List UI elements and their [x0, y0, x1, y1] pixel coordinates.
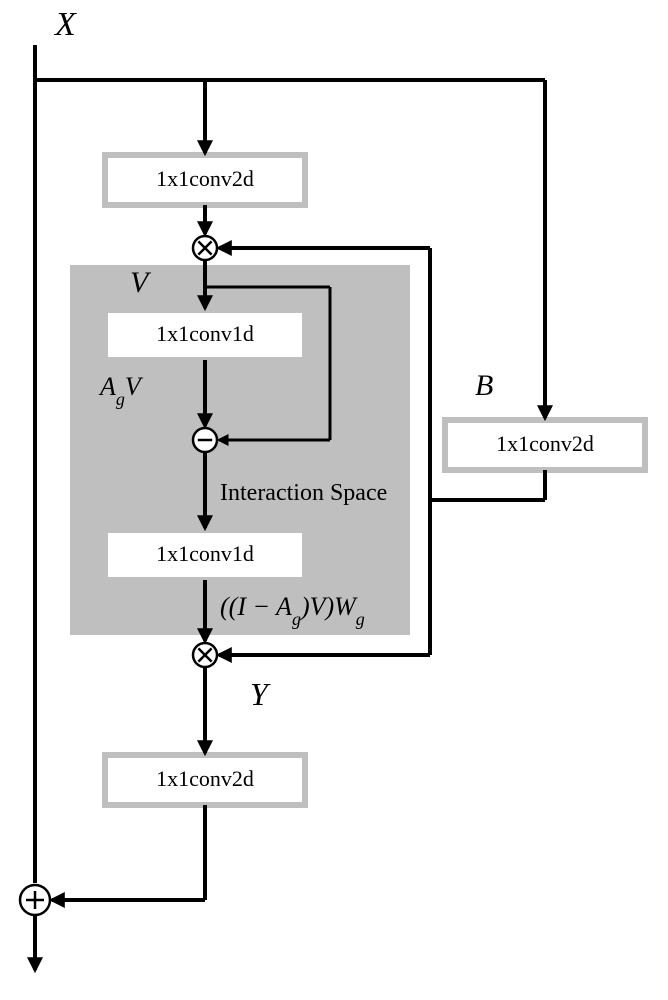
conv1d_1: 1x1conv1d	[105, 310, 305, 360]
conv1d_2: 1x1conv1d	[105, 530, 305, 580]
conv2d_B: 1x1conv2d	[445, 420, 645, 470]
conv2d_1-label: 1x1conv2d	[156, 166, 254, 191]
conv2d_2: 1x1conv2d	[105, 755, 305, 805]
op-add	[20, 885, 50, 915]
op-sub	[193, 428, 217, 452]
label-X: X	[53, 6, 77, 43]
conv2d_B-label: 1x1conv2d	[496, 431, 594, 456]
conv2d_2-label: 1x1conv2d	[156, 766, 254, 791]
op-mult2	[193, 643, 217, 667]
conv1d_2-label: 1x1conv1d	[156, 541, 254, 566]
conv2d_1: 1x1conv2d	[105, 155, 305, 205]
conv1d_1-label: 1x1conv1d	[156, 321, 254, 346]
op-mult1	[193, 236, 217, 260]
label-B: B	[475, 369, 493, 402]
label-interaction: Interaction Space	[220, 480, 387, 506]
